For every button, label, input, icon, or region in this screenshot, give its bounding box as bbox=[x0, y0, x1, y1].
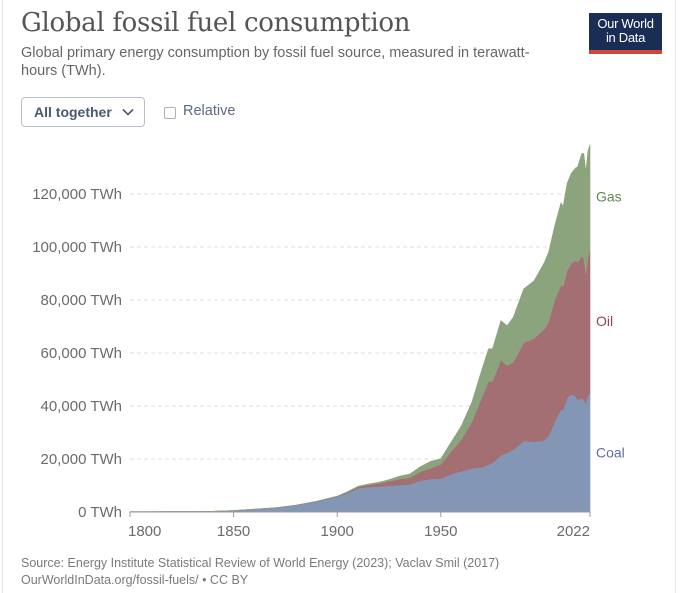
owid-logo[interactable]: Our World in Data bbox=[589, 13, 662, 54]
chart-subtitle: Global primary energy consumption by fos… bbox=[21, 45, 530, 79]
y-tick-label: 60,000 TWh bbox=[41, 345, 122, 362]
logo-line-2: in Data bbox=[605, 30, 646, 45]
chart-title: Global fossil fuel consumption bbox=[21, 8, 411, 38]
series-label-oil: Oil bbox=[596, 313, 613, 329]
x-tick-label: 1950 bbox=[424, 523, 457, 540]
relative-label: Relative bbox=[183, 103, 236, 119]
source-text: Source: Energy Institute Statistical Rev… bbox=[21, 556, 500, 570]
y-tick-label: 20,000 TWh bbox=[41, 451, 122, 468]
logo-line-1: Our World bbox=[597, 16, 654, 31]
relative-checkbox[interactable] bbox=[164, 106, 176, 119]
stack-mode-dropdown[interactable]: All together bbox=[21, 97, 145, 127]
chevron-down-icon bbox=[122, 106, 134, 118]
chart-footer: Source: Energy Institute Statistical Rev… bbox=[21, 555, 499, 589]
stacked-area-chart: 0 TWh 20,000 TWh 40,000 TWh 60,000 TWh 80,00… bbox=[32, 144, 625, 540]
series-label-coal: Coal bbox=[596, 445, 625, 461]
area-gas bbox=[130, 144, 591, 512]
y-tick-label: 120,000 TWh bbox=[32, 186, 122, 203]
x-tick-label: 1800 bbox=[128, 523, 161, 540]
y-tick-label: 0 TWh bbox=[78, 504, 122, 521]
source-url[interactable]: OurWorldInData.org/fossil-fuels/ • CC BY bbox=[21, 573, 249, 587]
x-tick-label: 1850 bbox=[217, 523, 250, 540]
y-tick-label: 40,000 TWh bbox=[41, 398, 122, 415]
series-label-gas: Gas bbox=[596, 189, 622, 205]
x-tick-label: 1900 bbox=[321, 523, 354, 540]
x-tick-label: 2022 bbox=[557, 523, 590, 540]
y-tick-label: 80,000 TWh bbox=[41, 292, 122, 309]
stack-mode-value: All together bbox=[34, 104, 112, 120]
y-tick-label: 100,000 TWh bbox=[32, 239, 122, 256]
relative-toggle[interactable]: Relative bbox=[164, 103, 235, 119]
